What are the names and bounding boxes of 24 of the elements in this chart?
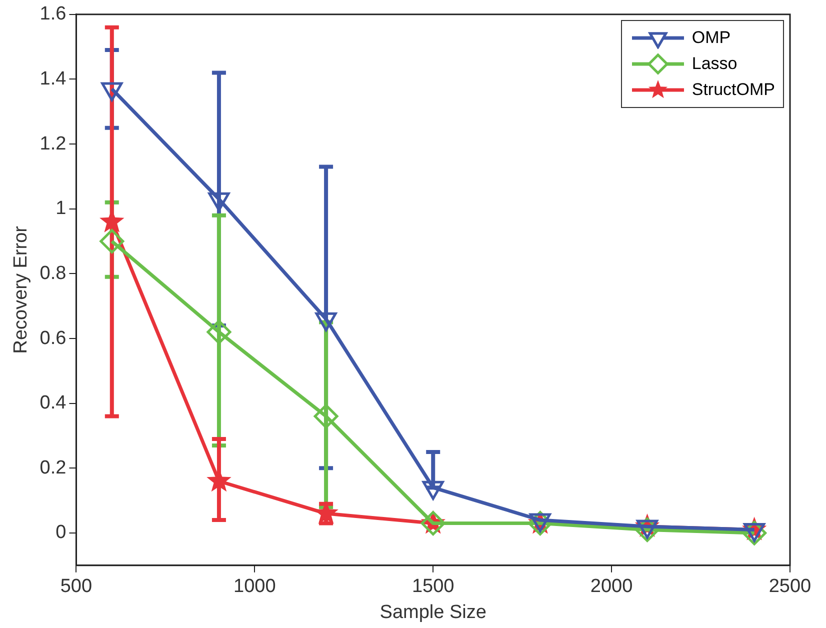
y-tick-label: 1.4: [40, 68, 67, 90]
y-tick-label: 1: [56, 198, 66, 220]
x-tick-label: 1500: [412, 576, 454, 598]
y-tick-label: 0.4: [40, 392, 67, 414]
point: [101, 82, 123, 102]
y-axis-title: Recovery Error: [10, 225, 32, 354]
legend-label: StructOMP: [692, 80, 775, 100]
point: [314, 404, 338, 429]
y-tick-label: 1.6: [40, 4, 66, 25]
x-tick-label: 2500: [768, 576, 812, 598]
point: [208, 192, 230, 212]
y-tick-label: 0.8: [40, 262, 66, 284]
legend-label: Lasso: [692, 54, 738, 74]
x-tick-label: 1000: [234, 576, 276, 598]
point: [100, 229, 124, 254]
x-tick-label: 2000: [590, 576, 633, 598]
point: [206, 320, 232, 344]
y-tick-label: 1.2: [40, 133, 66, 154]
x-tick-label: 500: [60, 576, 92, 598]
x-axis-title: Sample Size: [380, 602, 486, 623]
y-tick-label: 0: [56, 522, 66, 544]
legend-label: OMP: [692, 28, 731, 48]
y-tick-label: 0.2: [40, 457, 66, 478]
y-tick-label: 0.6: [40, 328, 66, 349]
